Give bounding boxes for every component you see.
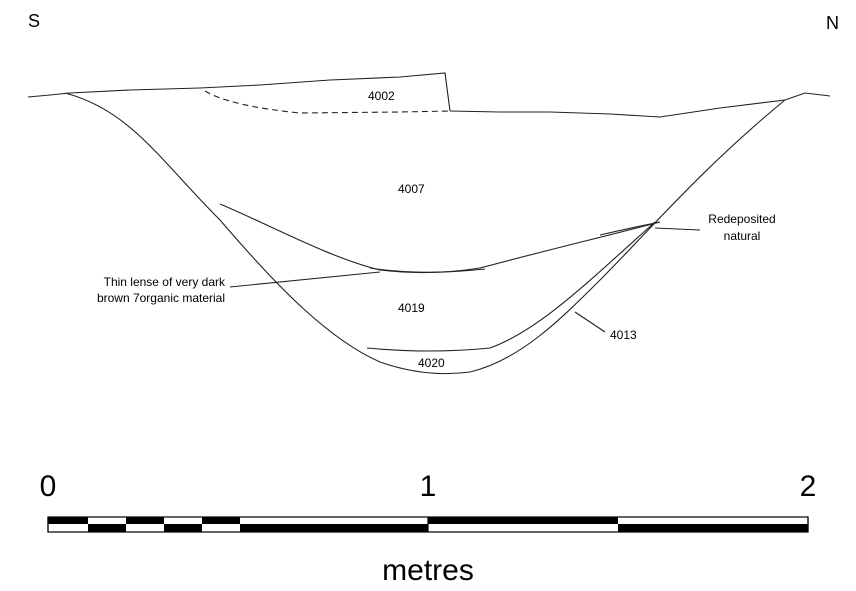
layer-label: 4013 (610, 328, 637, 342)
annotation: natural (724, 229, 761, 243)
ground-surface-right (450, 93, 830, 117)
scale-unit: metres (382, 554, 474, 587)
scale-segment (428, 517, 618, 524)
scale-segment (240, 524, 428, 532)
leader-line (655, 228, 700, 230)
section-drawing: S N 4002 4007 4019 4020 4013 Thin lense … (0, 0, 856, 591)
thin-lense (370, 268, 485, 272)
annotation: brown 7organic material (97, 291, 225, 305)
scale-tick-label: 0 (40, 470, 57, 503)
annotation: Redeposited (708, 212, 775, 226)
layer-label: 4019 (398, 301, 425, 315)
north-label: N (826, 13, 839, 33)
layer-boundary (220, 204, 660, 273)
scale-segment (48, 517, 88, 524)
annotation: Thin lense of very dark (104, 275, 226, 289)
scale-tick-label: 2 (800, 470, 817, 503)
south-label: S (28, 11, 40, 31)
leader-line (230, 272, 380, 287)
scale-segment (126, 517, 164, 524)
pit-cut (65, 93, 785, 374)
scale-segment (202, 517, 240, 524)
layer-label: 4007 (398, 182, 425, 196)
leader-line (575, 312, 605, 332)
scale-segment (164, 524, 202, 532)
redeposited-natural (600, 222, 660, 235)
scale-segment (618, 524, 808, 532)
scale-tick-label: 1 (420, 470, 437, 503)
layer-boundary-dashed (205, 91, 450, 113)
layer-label: 4020 (418, 356, 445, 370)
layer-label: 4002 (368, 89, 395, 103)
scale-segment (88, 524, 126, 532)
